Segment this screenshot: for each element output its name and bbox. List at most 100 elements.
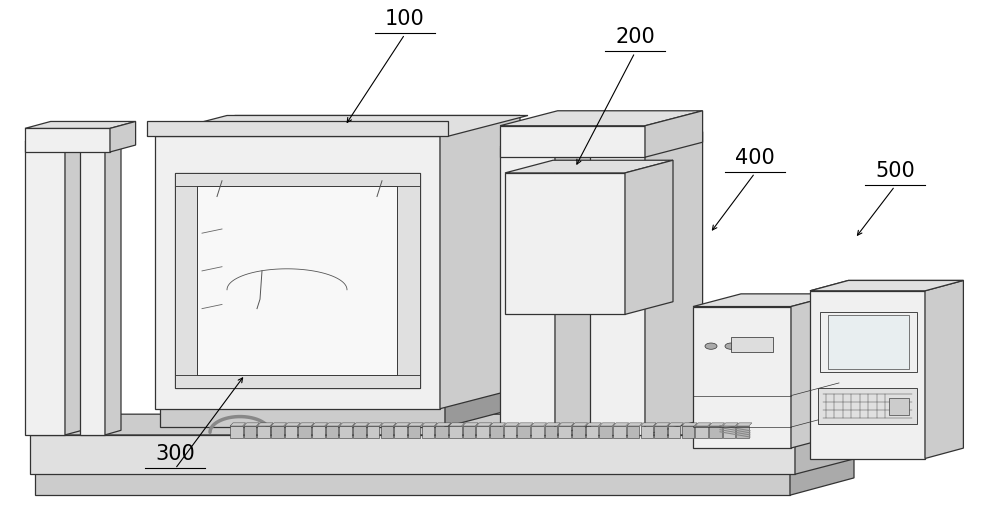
Polygon shape [197, 186, 397, 375]
Polygon shape [693, 294, 839, 307]
Polygon shape [397, 173, 420, 388]
Polygon shape [500, 132, 613, 147]
Polygon shape [505, 173, 625, 314]
Polygon shape [736, 426, 749, 438]
Polygon shape [505, 160, 673, 173]
Polygon shape [80, 141, 105, 435]
Polygon shape [449, 423, 465, 426]
Polygon shape [25, 128, 110, 152]
Polygon shape [517, 423, 533, 426]
Polygon shape [795, 414, 875, 474]
Polygon shape [285, 426, 297, 438]
Polygon shape [613, 426, 626, 438]
Polygon shape [160, 388, 515, 406]
Polygon shape [504, 423, 519, 426]
Text: 300: 300 [155, 444, 195, 464]
Polygon shape [641, 423, 656, 426]
Polygon shape [828, 315, 909, 369]
Polygon shape [367, 423, 382, 426]
Polygon shape [175, 173, 420, 388]
Polygon shape [155, 136, 440, 409]
Polygon shape [25, 141, 65, 435]
Polygon shape [35, 472, 790, 495]
Polygon shape [555, 132, 613, 435]
Polygon shape [394, 426, 407, 438]
Polygon shape [445, 388, 515, 427]
Polygon shape [476, 423, 492, 426]
Polygon shape [625, 160, 673, 314]
Polygon shape [353, 423, 369, 426]
Polygon shape [627, 426, 639, 438]
Polygon shape [693, 307, 791, 448]
Polygon shape [641, 426, 653, 438]
Polygon shape [682, 426, 694, 438]
Polygon shape [65, 135, 91, 435]
Circle shape [705, 343, 717, 350]
Polygon shape [440, 115, 520, 409]
Polygon shape [490, 426, 503, 438]
Polygon shape [586, 426, 598, 438]
Polygon shape [175, 173, 197, 388]
Polygon shape [30, 414, 875, 435]
Text: 200: 200 [615, 27, 655, 47]
Polygon shape [818, 388, 917, 424]
Polygon shape [381, 426, 393, 438]
Polygon shape [791, 294, 839, 448]
Polygon shape [682, 423, 697, 426]
Polygon shape [271, 423, 287, 426]
Polygon shape [500, 147, 555, 435]
Polygon shape [285, 423, 300, 426]
Polygon shape [408, 426, 420, 438]
Circle shape [725, 343, 737, 350]
Polygon shape [312, 423, 328, 426]
Polygon shape [463, 423, 478, 426]
Polygon shape [723, 426, 735, 438]
Polygon shape [517, 426, 530, 438]
Polygon shape [326, 426, 338, 438]
Polygon shape [449, 426, 462, 438]
Polygon shape [435, 423, 451, 426]
Polygon shape [586, 423, 601, 426]
Polygon shape [105, 137, 121, 435]
Polygon shape [408, 423, 423, 426]
Polygon shape [381, 423, 396, 426]
Polygon shape [155, 115, 520, 136]
Polygon shape [25, 135, 91, 141]
Polygon shape [298, 426, 311, 438]
Polygon shape [230, 426, 243, 438]
Text: 500: 500 [875, 161, 915, 181]
Polygon shape [30, 435, 795, 474]
Polygon shape [339, 426, 352, 438]
Polygon shape [820, 312, 917, 372]
Polygon shape [709, 426, 722, 438]
Polygon shape [590, 147, 645, 435]
Polygon shape [709, 423, 725, 426]
Polygon shape [110, 122, 136, 152]
Polygon shape [175, 173, 420, 186]
Polygon shape [531, 426, 544, 438]
Polygon shape [736, 423, 752, 426]
Polygon shape [572, 426, 585, 438]
Polygon shape [627, 423, 642, 426]
Polygon shape [668, 423, 683, 426]
Polygon shape [244, 423, 259, 426]
Text: 400: 400 [735, 148, 775, 168]
Polygon shape [394, 423, 410, 426]
Polygon shape [339, 423, 355, 426]
Polygon shape [925, 280, 963, 458]
Polygon shape [810, 280, 963, 291]
Polygon shape [257, 426, 270, 438]
Polygon shape [654, 426, 667, 438]
Polygon shape [244, 426, 256, 438]
Polygon shape [668, 426, 680, 438]
Polygon shape [257, 423, 273, 426]
Polygon shape [490, 423, 506, 426]
Circle shape [745, 343, 757, 350]
Polygon shape [599, 426, 612, 438]
Polygon shape [160, 406, 445, 427]
Polygon shape [25, 122, 136, 128]
Polygon shape [645, 132, 703, 435]
Polygon shape [500, 126, 645, 157]
Polygon shape [147, 121, 448, 136]
Polygon shape [599, 423, 615, 426]
